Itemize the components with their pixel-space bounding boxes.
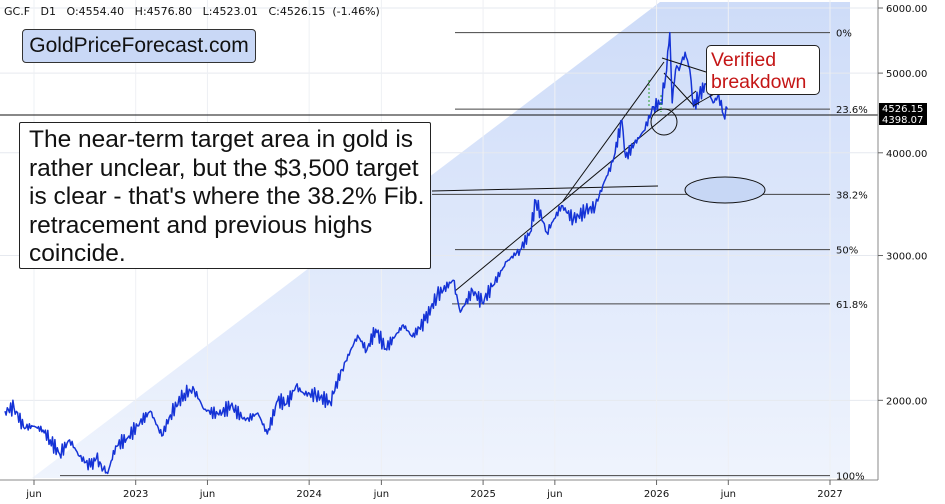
fib-level-label: 100% — [836, 472, 865, 483]
target-ellipse — [684, 176, 766, 204]
callout-line-2: breakdown — [711, 71, 807, 93]
annotations — [648, 57, 766, 204]
change-value: (-1.46%) — [332, 5, 380, 18]
open-value: O:4554.40 — [66, 5, 125, 18]
y-tick-label: 6000.00 — [886, 4, 927, 15]
close-value: C:4526.15 — [268, 5, 326, 18]
callout-arrow-2 — [692, 92, 717, 107]
x-tick-label: jun — [25, 489, 41, 500]
y-tick-label: 5000.00 — [886, 69, 927, 80]
y-axis-ticks: 2000.00 3000.00 4000.00 5000.00 6000.00 — [878, 4, 927, 407]
y-tick-label: 4000.00 — [886, 149, 927, 160]
brand-label: GoldPriceForecast.com — [22, 29, 256, 63]
x-tick-label: jun — [546, 489, 562, 500]
y-tick-label: 2000.00 — [886, 396, 927, 407]
callout-line-1: Verified — [711, 49, 777, 71]
price-badge — [879, 103, 927, 114]
low-value: L:4523.01 — [202, 5, 258, 18]
commentary-text: The near-term target area in gold is rat… — [29, 126, 425, 267]
timeframe: D1 — [40, 5, 56, 18]
fib-level-label: 23.6% — [836, 105, 868, 116]
trend-line-2022 — [454, 90, 697, 292]
price-series-line — [4, 31, 729, 475]
fib-level-label: 50% — [836, 246, 858, 257]
trend-line-short — [663, 72, 695, 107]
y-tick-label: 3000.00 — [886, 252, 927, 263]
breakdown-circle — [650, 108, 678, 136]
x-tick-label: jun — [199, 489, 215, 500]
x-tick-label: 2023 — [123, 489, 148, 500]
target-highs-line — [431, 185, 659, 192]
trend-line-2025 — [562, 61, 665, 202]
x-tick-label: jun — [720, 489, 736, 500]
x-tick-label: 2027 — [817, 489, 842, 500]
x-tick-label: 2024 — [296, 489, 321, 500]
symbol-header: GC.F D1 O:4554.40 H:4576.80 L:4523.01 C:… — [4, 5, 380, 18]
symbol: GC.F — [4, 5, 31, 18]
fib-level-label: 38.2% — [836, 190, 868, 201]
high-value: H:4576.80 — [134, 5, 193, 18]
x-axis-ticks: jun 2023 jun 2024 jun 2025 jun 2026 jun 2027 — [25, 480, 843, 500]
trend-lines — [0, 61, 878, 292]
fib-level-label: 0% — [836, 29, 852, 40]
price-badge — [879, 114, 927, 125]
commentary-box: The near-term target area in gold is rat… — [19, 122, 431, 269]
x-tick-label: jun — [373, 489, 389, 500]
x-tick-label: 2026 — [644, 489, 669, 500]
fib-levels: 0% 23.6% 38.2% 50% 61.8% 100% — [60, 29, 868, 483]
price-badge-label: 4398.07 — [882, 115, 923, 126]
price-badge-label: 4526.15 — [882, 104, 923, 115]
verified-breakdown-callout: Verified breakdown — [706, 45, 820, 95]
callout-arrow-1 — [661, 57, 707, 73]
x-tick-label: 2025 — [470, 489, 495, 500]
fib-shaded-area — [32, 2, 850, 478]
fib-level-label: 61.8% — [836, 300, 868, 311]
